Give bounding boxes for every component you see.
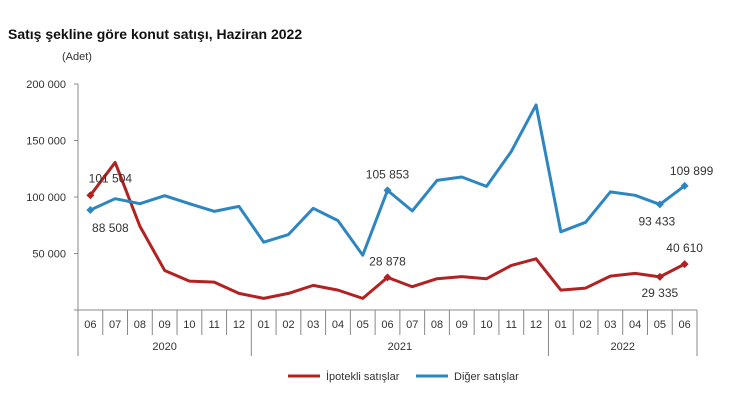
y-tick-label: 50 000: [32, 249, 66, 261]
x-tick-label: 03: [307, 319, 319, 331]
x-tick-label: 03: [604, 319, 616, 331]
data-label: 29 335: [642, 286, 679, 300]
x-tick-label: 06: [678, 319, 690, 331]
x-tick-label: 08: [134, 319, 146, 331]
data-point-marker: [680, 181, 689, 190]
chart-title: Satış şekline göre konut satışı, Haziran…: [8, 26, 303, 42]
x-tick-label: 07: [109, 319, 121, 331]
data-label: 93 433: [639, 214, 676, 228]
x-tick-label: 09: [456, 319, 468, 331]
x-tick-label: 04: [629, 319, 641, 331]
x-tick-label: 08: [431, 319, 443, 331]
y-axis-unit-label: (Adet): [62, 51, 92, 63]
x-tick-label: 04: [332, 319, 344, 331]
data-label: 40 610: [666, 241, 703, 255]
legend-label: Diğer satışlar: [454, 371, 519, 383]
data-point-marker: [655, 200, 664, 209]
x-tick-label: 07: [406, 319, 418, 331]
data-label: 88 508: [92, 221, 129, 235]
x-tick-label: 12: [530, 319, 542, 331]
year-label: 2020: [152, 341, 176, 353]
data-label: 109 899: [670, 164, 714, 178]
x-tick-label: 02: [282, 319, 294, 331]
y-tick-label: 150 000: [26, 136, 66, 148]
x-tick-label: 01: [258, 319, 270, 331]
x-tick-label: 05: [357, 319, 369, 331]
x-tick-label: 01: [555, 319, 567, 331]
x-tick-label: 10: [183, 319, 195, 331]
x-tick-label: 06: [84, 319, 96, 331]
data-point-marker: [86, 205, 95, 214]
data-label: 28 878: [369, 254, 406, 268]
legend-label: İpotekli satışlar: [326, 370, 400, 383]
data-point-marker: [655, 272, 664, 281]
x-tick-label: 02: [579, 319, 591, 331]
data-label: 101 504: [89, 171, 133, 185]
y-tick-label: 100 000: [26, 192, 66, 204]
year-label: 2022: [610, 341, 634, 353]
x-tick-label: 06: [381, 319, 393, 331]
x-tick-label: 11: [208, 319, 219, 331]
data-point-marker: [383, 273, 392, 282]
x-tick-label: 09: [159, 319, 171, 331]
year-label: 2021: [388, 341, 412, 353]
data-label: 105 853: [366, 167, 410, 181]
x-tick-label: 12: [233, 319, 245, 331]
x-tick-label: 11: [506, 319, 517, 331]
y-tick-label: 200 000: [26, 79, 66, 91]
data-point-marker: [383, 186, 392, 195]
x-tick-label: 10: [480, 319, 492, 331]
x-tick-label: 05: [654, 319, 666, 331]
data-point-marker: [86, 191, 95, 200]
data-point-marker: [680, 260, 689, 269]
